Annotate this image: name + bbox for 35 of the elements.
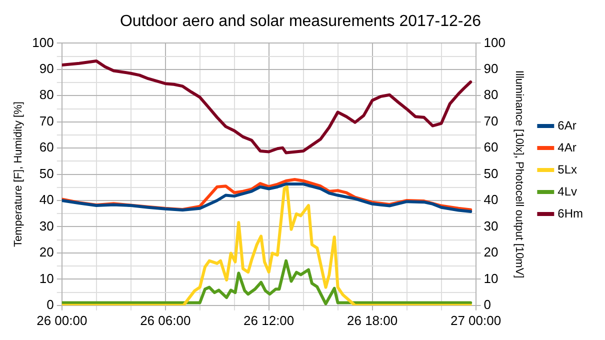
y2-tick-label: 50 xyxy=(484,166,498,181)
x-tick-label: 26 12:00 xyxy=(244,312,294,328)
y2-tick-label: 60 xyxy=(484,140,498,155)
y-tick-label: 20 xyxy=(39,244,54,260)
y-tick-label: 40 xyxy=(39,192,54,208)
y2-tick-label: 30 xyxy=(484,218,498,234)
legend-label: 6Ar xyxy=(558,118,576,132)
y-tick-label: 100 xyxy=(32,34,54,50)
y2-tick-label: 80 xyxy=(484,87,498,102)
y2-tick-label: 40 xyxy=(484,192,498,208)
y-tick-label: 80 xyxy=(39,87,54,102)
x-tick-label: 26 06:00 xyxy=(140,312,191,328)
legend-label: 5Lx xyxy=(558,162,578,176)
y-tick-label: 50 xyxy=(39,166,54,181)
y2-tick-label: 70 xyxy=(484,113,498,128)
y2-axis-title: Illuminance [10lx], Photocell output [10mV] xyxy=(513,70,526,278)
y2-tick-label: 90 xyxy=(484,61,498,76)
y2-tick-label: 0 xyxy=(484,296,492,312)
y-tick-label: 90 xyxy=(39,61,54,76)
legend-label: 6Hm xyxy=(558,206,584,220)
y2-tick-label: 100 xyxy=(484,34,506,50)
y2-tick-label: 20 xyxy=(484,244,498,260)
y-tick-label: 10 xyxy=(39,270,54,286)
y-axis-title: Temperature [F], Humidity [%] xyxy=(12,102,25,248)
x-tick-label: 27 00:00 xyxy=(450,312,502,328)
y-tick-label: 30 xyxy=(39,218,54,234)
y-tick-label: 0 xyxy=(46,296,54,312)
y-tick-label: 60 xyxy=(39,140,54,155)
legend-label: 4Lv xyxy=(558,184,578,198)
legend-label: 4Ar xyxy=(558,140,576,154)
x-tick-label: 26 18:00 xyxy=(347,312,398,328)
chart-title: Outdoor aero and solar measurements 2017-12-26 xyxy=(120,13,482,30)
y2-tick-label: 10 xyxy=(484,270,498,286)
y-tick-label: 70 xyxy=(39,113,54,128)
x-tick-label: 26 00:00 xyxy=(36,312,88,328)
